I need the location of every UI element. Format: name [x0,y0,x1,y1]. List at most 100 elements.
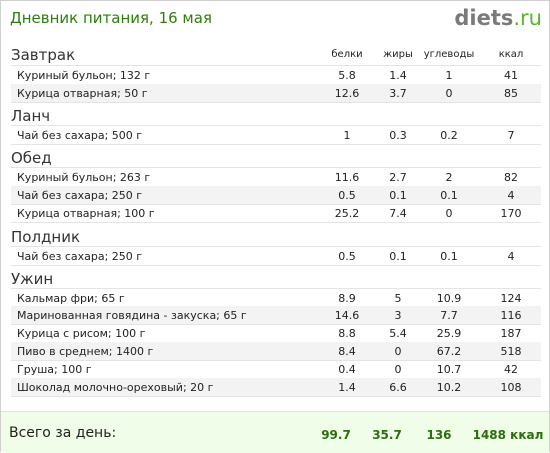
food-name: Маринованная говядина - закуска; 65 г [17,309,247,322]
carbs-value: 10.2 [436,381,462,394]
kcal-value: 518 [500,345,522,358]
total-protein: 99.7 [321,428,351,442]
section-title-dinner: Обед [11,149,52,167]
table-row: Курица отварная; 100 г 25.2 7.4 0 170 [11,204,541,223]
total-label: Всего за день: [9,425,117,441]
table-row: Курица с рисом; 100 г 8.8 5.4 25.9 187 [11,324,541,343]
kcal-value: 82 [504,171,518,184]
fat-value: 2.7 [389,171,407,184]
food-name: Куриный бульон; 132 г [17,69,151,82]
site-logo[interactable]: diets.ru [454,6,542,30]
total-carbs: 136 [426,428,452,442]
kcal-value: 85 [504,87,518,100]
protein-value: 12.6 [334,87,360,100]
logo-main: diets [454,6,514,30]
protein-value: 14.6 [334,309,360,322]
carbs-value: 67.2 [436,345,462,358]
food-name: Куриный бульон; 263 г [17,171,151,184]
carbs-value: 10.7 [436,363,462,376]
column-header-fat: жиры [383,49,413,60]
page-title: Дневник питания, 16 мая [10,9,212,27]
kcal-value: 108 [500,381,522,394]
kcal-value: 4 [507,189,515,202]
header: Дневник питания, 16 мая diets.ru [10,6,542,31]
carbs-value: 0 [445,207,453,220]
food-name: Курица с рисом; 100 г [17,327,146,340]
kcal-value: 116 [500,309,522,322]
fat-value: 0 [394,363,402,376]
protein-value: 0.5 [338,250,356,263]
logo-domain: .ru [513,6,542,30]
section-title-snack: Полдник [11,228,81,246]
kcal-value: 41 [504,69,518,82]
protein-value: 0.5 [338,189,356,202]
carbs-value: 1 [445,69,453,82]
protein-value: 1.4 [338,381,356,394]
food-name: Курица отварная; 100 г [17,207,155,220]
table-row: Чай без сахара; 500 г 1 0.3 0.2 7 [11,125,541,145]
fat-value: 5 [394,292,402,305]
food-name: Шоколад молочно-ореховый; 20 г [17,381,214,394]
section-title-lunch: Ланч [11,107,51,125]
protein-value: 8.4 [338,345,356,358]
protein-value: 0.4 [338,363,356,376]
table-row: Пиво в среднем; 1400 г 8.4 0 67.2 518 [11,342,541,361]
carbs-value: 10.9 [436,292,462,305]
table-row: Курица отварная; 50 г 12.6 3.7 0 85 [11,84,541,103]
fat-value: 0 [394,345,402,358]
table-row: Куриный бульон; 263 г 11.6 2.7 2 82 [11,167,541,187]
kcal-value: 187 [500,327,522,340]
column-header-protein: белки [331,49,363,60]
food-name: Пиво в среднем; 1400 г [17,345,154,358]
protein-value: 11.6 [334,171,360,184]
fat-value: 0.1 [389,189,407,202]
carbs-value: 2 [445,171,453,184]
total-kcal: 1488 ккал [472,428,544,442]
carbs-value: 0.2 [440,129,458,142]
carbs-value: 0.1 [440,250,458,263]
fat-value: 1.4 [389,69,407,82]
section-title-supper: Ужин [11,270,54,288]
table-row: Шоколад молочно-ореховый; 20 г 1.4 6.6 1… [11,378,541,397]
table-row: Кальмар фри; 65 г 8.9 5 10.9 124 [11,288,541,308]
table-row: Чай без сахара; 250 г 0.5 0.1 0.1 4 [11,246,541,266]
carbs-value: 0.1 [440,189,458,202]
kcal-value: 124 [500,292,522,305]
table-header: Завтрак белки жиры углеводы ккал [11,46,541,64]
protein-value: 1 [343,129,351,142]
food-name: Груша; 100 г [17,363,92,376]
protein-value: 5.8 [338,69,356,82]
carbs-value: 7.7 [440,309,458,322]
kcal-value: 4 [507,250,515,263]
kcal-value: 7 [507,129,515,142]
table-row: Маринованная говядина - закуска; 65 г 14… [11,306,541,325]
total-fat: 35.7 [372,428,402,442]
fat-value: 7.4 [389,207,407,220]
food-name: Чай без сахара; 250 г [17,189,143,202]
fat-value: 6.6 [389,381,407,394]
fat-value: 5.4 [389,327,407,340]
fat-value: 0.1 [389,250,407,263]
table-row: Куриный бульон; 132 г 5.8 1.4 1 41 [11,65,541,85]
table-row: Чай без сахара; 250 г 0.5 0.1 0.1 4 [11,186,541,205]
fat-value: 3.7 [389,87,407,100]
daily-total-bar: Всего за день: 99.7 35.7 136 1488 ккал [1,411,549,453]
carbs-value: 0 [445,87,453,100]
fat-value: 3 [394,309,402,322]
food-name: Кальмар фри; 65 г [17,292,125,305]
protein-value: 8.9 [338,292,356,305]
food-name: Чай без сахара; 500 г [17,129,143,142]
protein-value: 8.8 [338,327,356,340]
protein-value: 25.2 [334,207,360,220]
column-header-kcal: ккал [498,49,524,60]
food-name: Курица отварная; 50 г [17,87,148,100]
food-name: Чай без сахара; 250 г [17,250,143,263]
table-row: Груша; 100 г 0.4 0 10.7 42 [11,360,541,379]
carbs-value: 25.9 [436,327,462,340]
section-title-breakfast: Завтрак [11,46,76,64]
kcal-value: 42 [504,363,518,376]
column-header-carbs: углеводы [423,49,475,60]
fat-value: 0.3 [389,129,407,142]
kcal-value: 170 [500,207,522,220]
